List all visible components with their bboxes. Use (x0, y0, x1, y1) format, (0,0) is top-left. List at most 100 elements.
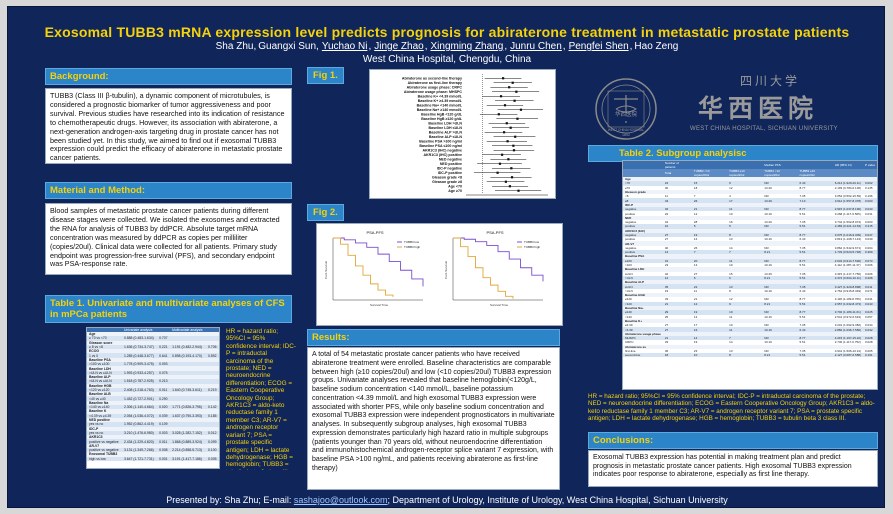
forest-point (515, 90, 518, 93)
table-cell: 0.047 (863, 232, 877, 238)
table-cell (691, 215, 728, 220)
forest-point (512, 144, 515, 147)
table-cell (205, 452, 219, 457)
table-cell: Baseline HGB (623, 293, 663, 298)
forest-row-label: Baseline HgB ≥120 g/dL (421, 117, 463, 121)
forest-row-label: Baseline Na+ ≥140 mmol/L (417, 108, 463, 112)
table-cell: >100 (625, 263, 632, 268)
table-cell (691, 228, 728, 233)
table-cell: Baseline ALP (87, 374, 122, 380)
table-row: second-line 18 10 8 8.21 5.51 2.127 (0.687-6.5… (623, 353, 877, 358)
table-cell (832, 177, 864, 182)
table-cell (662, 215, 692, 220)
table-row: Baseline ALP (87, 374, 219, 380)
table-cell: 3.028 (1.282-7.152) (170, 430, 206, 436)
table-cell (121, 392, 158, 397)
table-cell: negative (623, 207, 663, 212)
table-header-cell (623, 161, 663, 169)
table-cell: <40 vs ≥40 (87, 396, 122, 401)
table-cell: 0.030 (865, 237, 873, 242)
table-cell (121, 417, 158, 423)
table-cell (762, 344, 798, 349)
table-cell: 16 (729, 220, 733, 225)
table-cell: 0.135 (865, 185, 873, 190)
author-name: Sha Zhu, (215, 41, 257, 52)
table-cell: 3.118 (1.109-8.766) (834, 297, 861, 302)
forest-row-label: Baseline ALP >ULN (429, 131, 463, 135)
table-cell: 5 (727, 224, 763, 229)
table-cell: Abiraterone as (623, 344, 663, 349)
table1-note: HR = hazard ratio; 95%CI = 95% confidenc… (226, 328, 296, 470)
table-cell: negative (623, 232, 663, 238)
table-row: ≥140 29 19 10 NR 8.77 3.702 (1.180-11.61) 0.025 (623, 310, 877, 315)
table-cell: 3.941 (1.506-10.31) (834, 349, 862, 354)
table-cell: 6 (691, 275, 728, 281)
table-cell (727, 331, 763, 336)
footer-email-link[interactable]: sashajoo@outlook.com (293, 495, 388, 505)
table-row: ≥ 8 vs <8 1.636 (0.734-3.747) 0.221 1.191 (… (87, 344, 219, 350)
table-cell: 10 (729, 263, 733, 268)
table-row: NED positive (87, 417, 219, 423)
table-cell (762, 177, 798, 182)
forest-row-label: NED positive (440, 162, 462, 166)
forest-row-label: Baseline K+ ≥4.39 mmol/L (418, 99, 463, 103)
table-cell: 8.21 (762, 275, 798, 281)
table-row: negative 32 21 11 NR 8.77 2.915 (1.037-8.196) 0… (623, 207, 877, 212)
table-cell: 2.472 (0.604-10.11) (832, 275, 864, 281)
table-cell (205, 417, 219, 423)
table-cell: 13.29 (764, 271, 772, 276)
table-cell (762, 331, 798, 336)
table-cell: 27 (662, 232, 692, 238)
forest-point (516, 117, 519, 120)
table-row: Baseline PSA (87, 357, 219, 363)
table-cell (727, 202, 763, 208)
km-y-axis-label: Cum Survival (444, 261, 448, 279)
table-cell: 3.427 (1.320-8.898) (832, 284, 864, 289)
table-cell: 10.16 (764, 340, 772, 345)
table-cell: NR (764, 194, 769, 199)
table-row: MHSPC 21 14 7 NR 8.77 4.215 (1.167-15.22) 0.028 (623, 335, 877, 341)
hospital-logo: 华西医院 WEST CHINA HOSPITAL 1892 四川大学 华西医院 … (588, 69, 878, 149)
table-cell: 11 (693, 288, 698, 293)
table-cell: 0.369 (863, 250, 877, 255)
footer-prefix: Presented by: Sha Zhu; E-mail: (166, 495, 294, 505)
table-cell (205, 336, 219, 341)
table2-grid: Number of patients Median PFS HR (95% CI) P… (623, 161, 877, 358)
table-cell: 10.16 (764, 237, 772, 242)
table-cell (157, 417, 171, 423)
table-row: AR-V7 (623, 241, 877, 246)
table-row: Baseline K+ (623, 318, 877, 324)
km-x-axis-label: Survival Time (370, 303, 388, 307)
table-cell (662, 202, 692, 208)
table-row: negative 44 28 16 13.29 7.35 3.744 (1.562-8.97… (623, 220, 877, 224)
table-cell: 6 (727, 275, 763, 281)
table-cell: 15 (729, 271, 733, 276)
table-cell: 3.862 (1.542-9.671) (834, 245, 862, 250)
table-cell (121, 452, 158, 457)
table-cell: 5.51 (797, 275, 833, 281)
table-row: <70 24 15 9 NR 6.43 6.214 (1.920-20.11) 0.002 (623, 181, 877, 186)
table-cell (170, 400, 206, 406)
table-cell: 9 (727, 181, 763, 186)
table-cell: 7 (727, 250, 763, 255)
forest-point (496, 171, 499, 174)
forest-row-label: Abiraterone usage phase: CRPC (407, 86, 463, 90)
table-cell: 17 (693, 323, 698, 328)
emblem-year: 1892 (622, 133, 630, 137)
table-cell: 8.77 (797, 207, 833, 212)
table-cell: 2.483 (0.421-14.63) (832, 224, 864, 229)
table-row: Age (623, 177, 877, 182)
table-cell (691, 280, 728, 285)
table-cell (205, 435, 219, 440)
table-cell (157, 452, 171, 457)
table-cell: 0.093 (157, 362, 171, 367)
table-cell (691, 189, 728, 195)
table-cell: 42 (664, 271, 669, 276)
methods-heading: Material and Method: (45, 182, 292, 199)
forest-row-label: Baseline ALP ≤ULN (429, 135, 463, 139)
table-header-cell (727, 161, 763, 169)
table-cell: 33 (664, 340, 669, 345)
table-cell: 0.142 (205, 405, 219, 410)
forest-point (506, 140, 509, 143)
table-cell (863, 344, 877, 349)
